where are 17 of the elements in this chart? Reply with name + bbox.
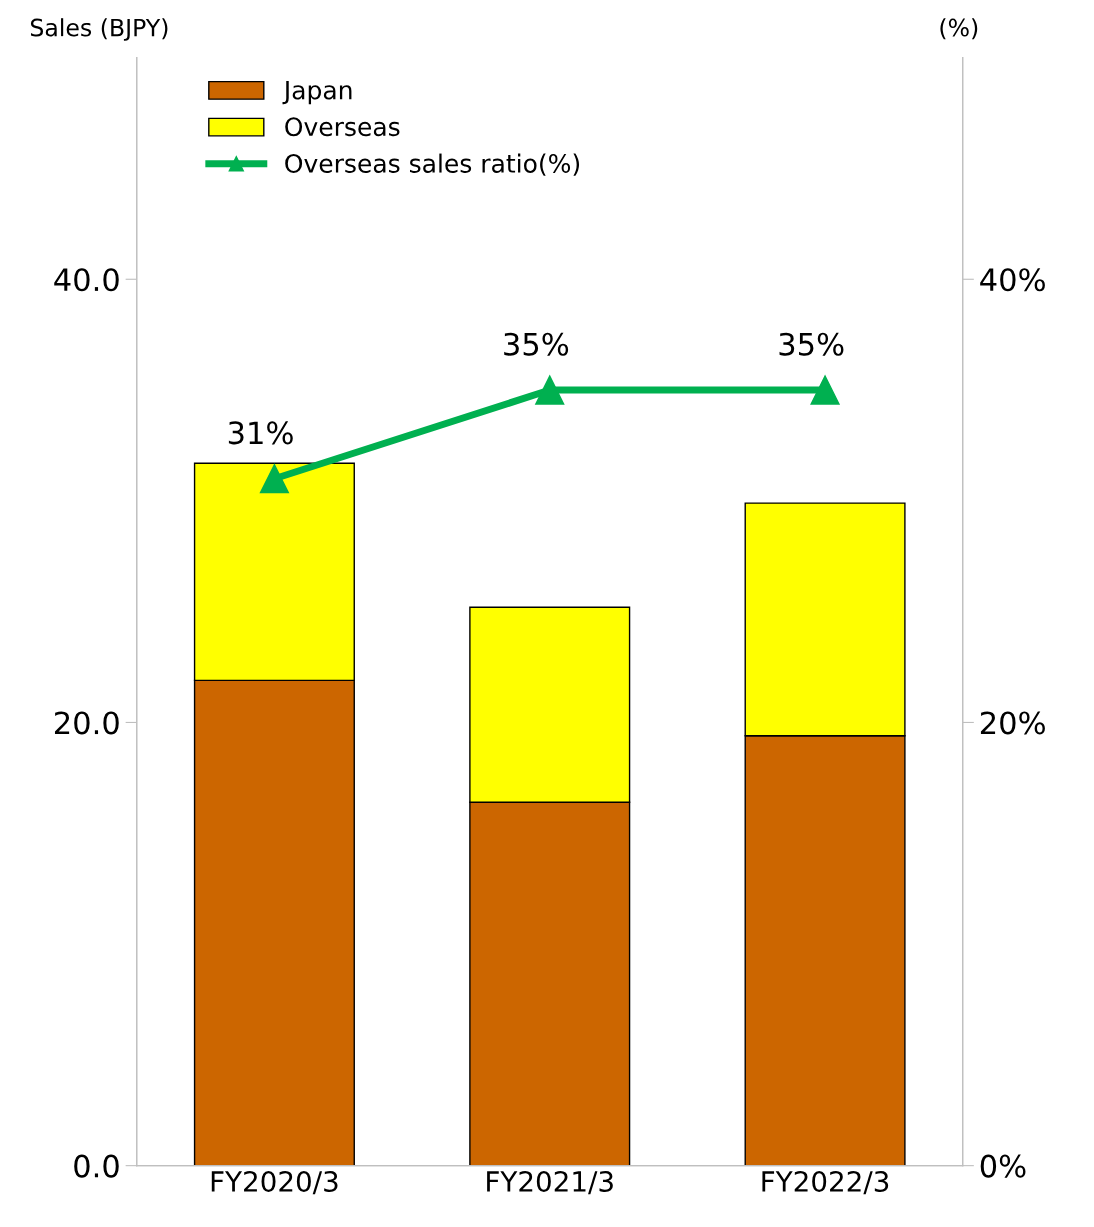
data-label: 31% [228, 421, 293, 445]
y2-axis-title: (%) [940, 18, 978, 40]
y-tick-label: 20.0 [54, 711, 119, 735]
legend-label: Japan [282, 80, 352, 105]
x-tick-label: FY2022/3 [762, 1171, 889, 1195]
y2-tick-label: 20% [980, 711, 1045, 735]
y2-tick-label: 40% [980, 268, 1045, 292]
legend-label: Overseas sales ratio(%) [285, 153, 580, 176]
y-tick-label: 0.0 [74, 1154, 119, 1178]
legend-label: Overseas [285, 117, 400, 137]
y2-tick-label: 0% [980, 1154, 1026, 1178]
y-axis-title: Sales (BJPY) [30, 18, 168, 41]
x-tick-label: FY2021/3 [487, 1171, 613, 1195]
data-label: 35% [779, 332, 844, 356]
x-tick-label: FY2020/3 [211, 1171, 338, 1195]
y-tick-label: 40.0 [54, 268, 119, 292]
data-label: 35% [504, 332, 569, 356]
